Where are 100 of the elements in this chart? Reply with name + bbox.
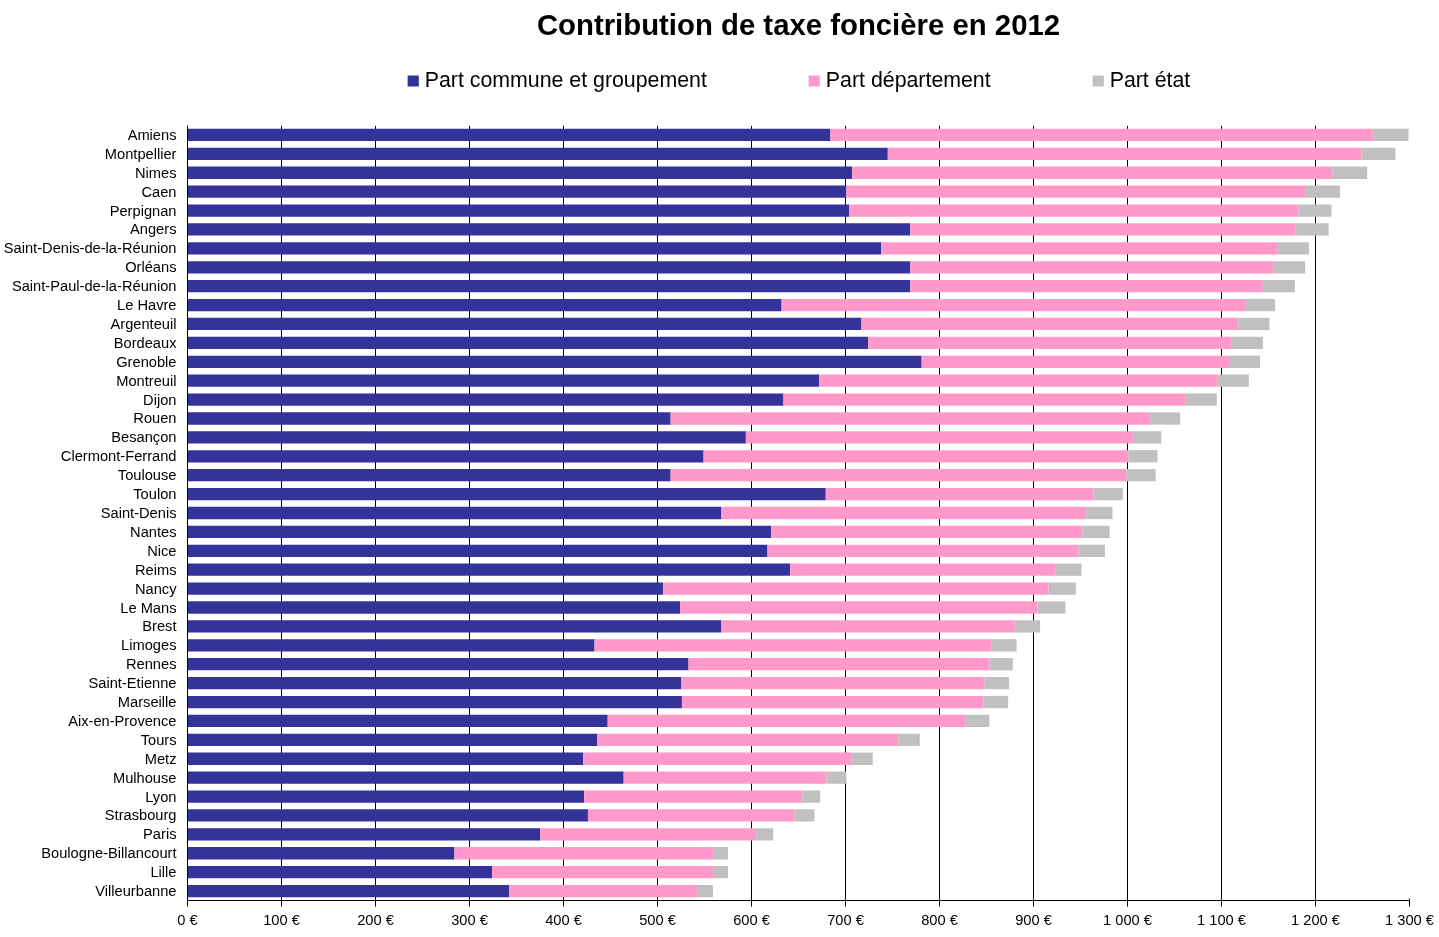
bar [623,771,827,784]
bar [187,828,540,841]
bar [1150,412,1181,425]
x-tick-label: 900 € [1015,911,1052,928]
bar [187,147,888,160]
bar [187,601,681,614]
y-tick-label: Caen [141,183,177,200]
bar [187,847,455,860]
y-tick-label: Marseille [117,694,177,711]
bar [1276,242,1309,255]
bar [187,752,584,765]
y-tick-label: Rennes [125,656,177,673]
bar [187,620,722,633]
y-tick-label: Montpellier [104,145,177,162]
bar [1078,544,1105,557]
bar [825,487,1094,501]
bar [187,393,784,406]
bar [721,506,1087,520]
y-tick-label: Dijon [143,391,177,408]
bar [851,752,873,765]
y-tick-label: Metz [144,750,177,767]
y-tick-label: Saint-Denis-de-la-Réunion [3,240,177,257]
bar [492,866,713,879]
bar [187,469,671,482]
bar [187,166,853,179]
y-tick-label: Le Mans [120,599,177,616]
x-tick-label: 1 100 € [1197,911,1246,928]
bar [1126,469,1156,482]
bar [187,771,624,784]
y-tick-label: Toulon [133,486,177,503]
y-tick-label: Saint-Etienne [88,675,177,692]
bar [745,431,1134,444]
y-tick-label: Perpignan [109,202,177,219]
x-tick-label: 800 € [921,911,958,928]
bar [983,695,1009,709]
bar [583,752,852,765]
bar [187,185,847,198]
bar [670,412,1151,425]
bar [712,847,728,860]
bar [187,714,608,728]
bar [887,147,1362,160]
x-tick-label: 400 € [545,911,582,928]
bar [1262,280,1295,293]
bar [187,317,862,331]
bar [697,884,713,898]
bar [187,582,664,595]
bar [1093,487,1123,501]
bar [703,450,1129,463]
bar [597,733,899,746]
bar [849,204,1299,217]
bar [594,639,992,652]
bar [767,544,1079,557]
y-tick-label: Nice [147,542,177,559]
y-tick-label: Angers [130,221,177,238]
bar [819,374,1218,387]
bar [187,450,704,463]
x-tick-label: 0 € [177,911,198,928]
bar [670,469,1127,482]
bar [187,412,671,425]
bar [187,487,826,501]
y-tick-label: Lille [150,864,177,881]
bar [712,866,728,879]
bar [1185,393,1217,406]
bar [910,223,1296,236]
y-tick-label: Strasbourg [104,807,177,824]
bar [989,658,1013,671]
bar [991,639,1017,652]
bar [187,563,791,576]
bar [508,884,698,898]
legend-label: Part état [1109,67,1191,93]
bar [1048,582,1076,595]
bar [1295,223,1329,236]
bar [1128,450,1158,463]
legend-label: Part département [825,67,991,93]
y-tick-label: Saint-Paul-de-la-Réunion [11,278,177,295]
y-tick-label: Rouen [133,410,177,427]
bar [187,544,768,557]
bar [1229,355,1261,368]
bar [680,601,1038,614]
bar [1055,563,1082,576]
bar [187,506,722,520]
bar [187,242,882,255]
bar [187,866,493,879]
y-tick-label: Saint-Denis [100,505,177,521]
bar [187,431,746,444]
y-tick-label: Limoges [121,637,177,654]
x-tick-label: 500 € [639,911,676,928]
bar [1217,374,1249,387]
bar [187,639,595,652]
bar [187,884,509,898]
bar [1037,601,1066,614]
bar [681,676,985,690]
y-tick-label: Tours [140,731,177,748]
bar [584,790,803,803]
bar [187,128,831,142]
y-tick-label: Toulouse [117,467,177,484]
y-tick-label: Le Havre [117,297,177,314]
bar [1306,185,1340,198]
x-tick-label: 300 € [451,911,488,928]
y-tick-label: Orléans [125,259,177,276]
